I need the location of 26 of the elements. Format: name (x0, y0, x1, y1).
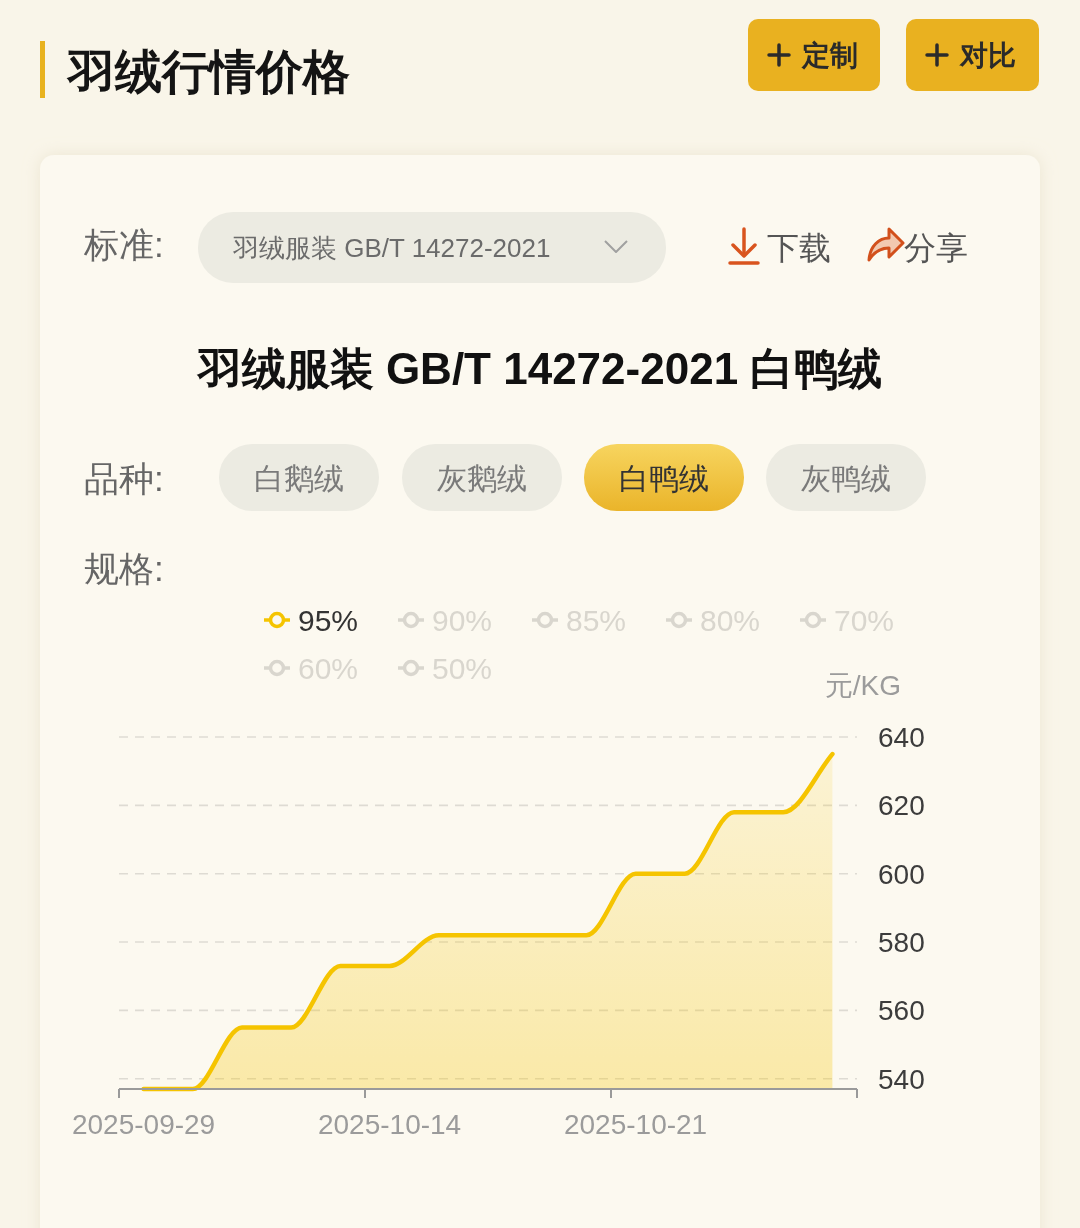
text: 标准: (83, 225, 164, 264)
y-tick-label: 640 (878, 722, 925, 753)
x-tick-label: 2025-10-14 (317, 1109, 462, 1140)
text: 白鹅绒 (254, 462, 344, 495)
x-tick-label: 2025-10-21 (563, 1109, 708, 1140)
y-tick-label: 620 (878, 790, 925, 822)
text: 规格: (84, 549, 164, 588)
text: 白鸭绒 (619, 462, 709, 495)
text: 灰鹅绒 (437, 462, 527, 495)
text: 羽绒服装 GB/T 14272-2021 (232, 233, 551, 263)
y-tick-label: 540 (878, 1063, 925, 1095)
legend-item: 95% (264, 604, 359, 637)
y-tick-label: 600 (878, 858, 925, 890)
text: 下载 (767, 230, 831, 266)
text: 灰鸭绒 (801, 462, 891, 495)
text: 定制 (801, 40, 858, 71)
chart-title: 羽绒行情价格 (66, 45, 350, 98)
legend-label: 95% (298, 604, 359, 637)
text: 品种: (84, 459, 164, 498)
y-tick-label: 560 (878, 995, 925, 1027)
text: 对比 (959, 40, 1016, 71)
y-tick-label: 580 (878, 927, 925, 959)
chart-subtitle: 羽绒服装 GB/T 14272-2021 白鸭绒 (195, 344, 883, 393)
x-tick-label: 2025-09-29 (71, 1109, 216, 1140)
text: 分享 (904, 230, 968, 266)
y-axis-title: 元/KG (824, 670, 901, 701)
